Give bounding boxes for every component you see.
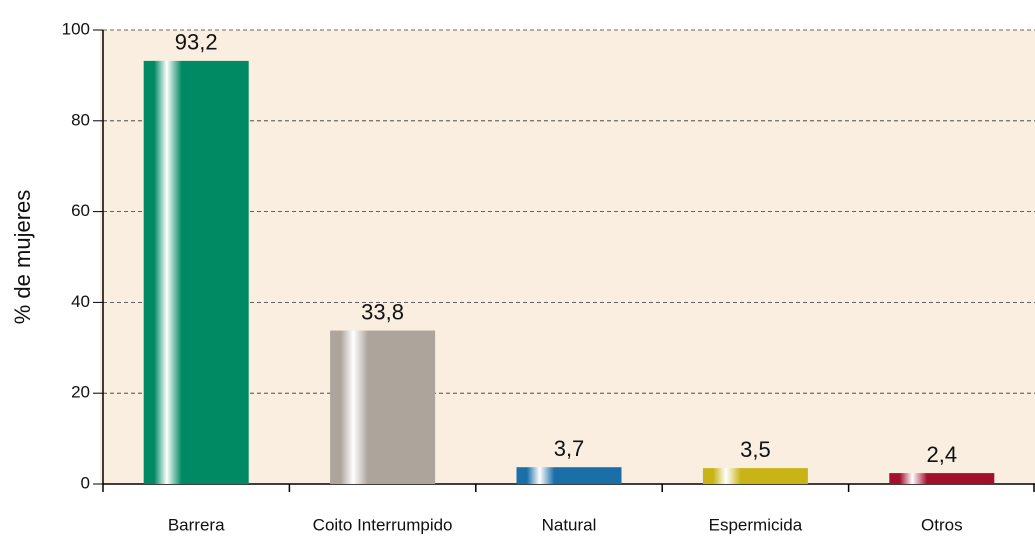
value-label: 3,7	[554, 436, 585, 461]
y-tick-label: 40	[71, 292, 90, 311]
bar	[702, 468, 808, 484]
x-tick-label: Barrera	[168, 515, 225, 534]
y-tick-label: 0	[81, 473, 90, 492]
value-label: 93,2	[175, 30, 218, 55]
plot-background	[100, 30, 1035, 484]
y-tick-label: 20	[71, 383, 90, 402]
bar	[330, 330, 436, 484]
y-axis-label: % de mujeres	[10, 190, 35, 325]
y-tick-label: 60	[71, 201, 90, 220]
x-tick-label: Coito Interrumpido	[313, 515, 453, 534]
bar	[889, 473, 995, 484]
y-tick-label: 100	[62, 19, 90, 38]
x-tick-label: Espermicida	[709, 515, 803, 534]
y-tick-label: 80	[71, 110, 90, 129]
bar	[143, 60, 249, 484]
x-tick-label: Natural	[542, 515, 597, 534]
value-label: 3,5	[740, 437, 771, 462]
value-label: 2,4	[927, 442, 958, 467]
x-tick-label: Otros	[921, 515, 963, 534]
bar	[516, 467, 622, 484]
value-label: 33,8	[361, 299, 404, 324]
